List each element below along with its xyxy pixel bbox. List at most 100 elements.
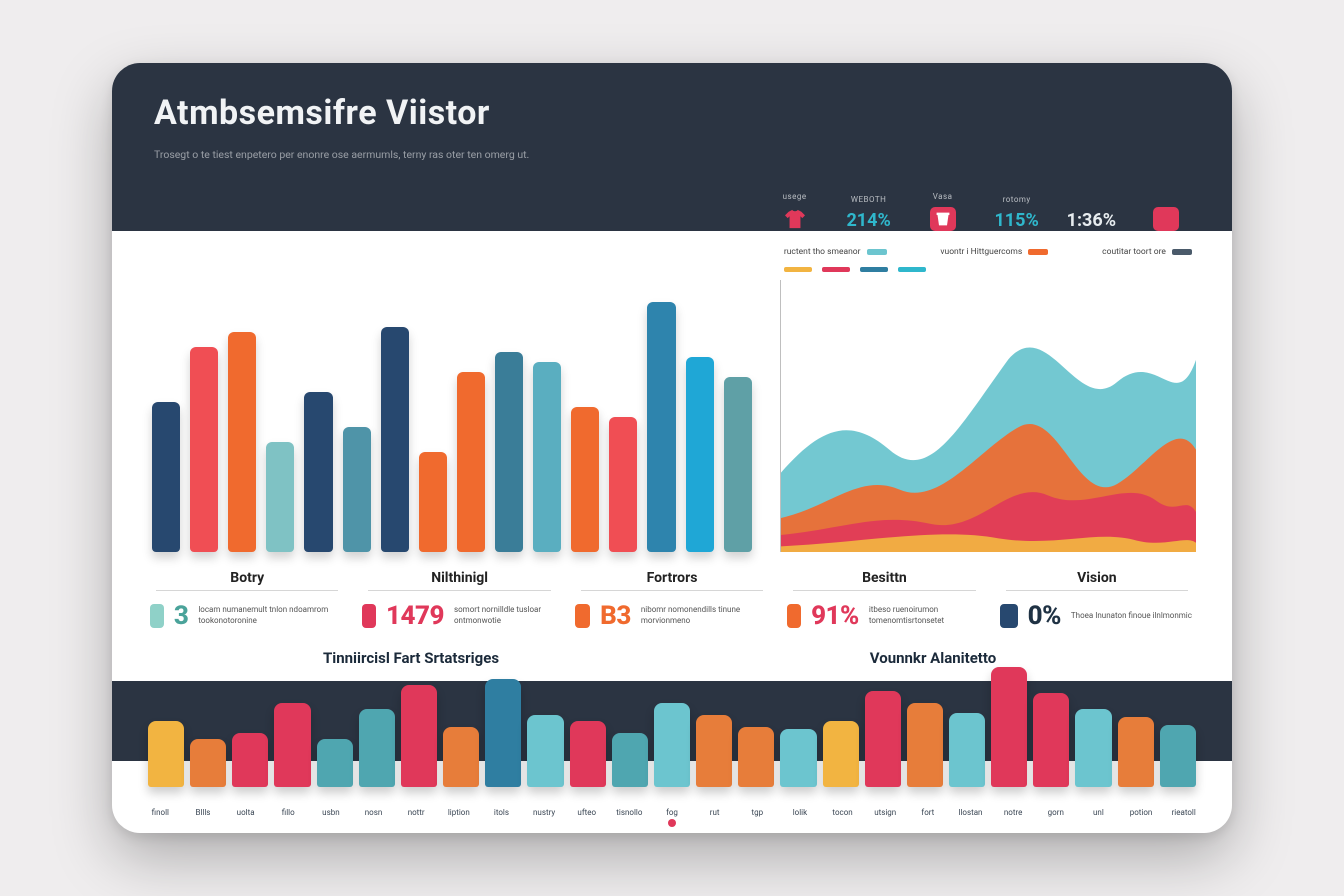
timeline-bar bbox=[148, 721, 184, 787]
timeline-label: rieatoll bbox=[1165, 808, 1202, 817]
timeline-bar bbox=[190, 739, 226, 787]
dashboard-card: Atmbsemsifre Viistor Trosegt o te tiest … bbox=[112, 63, 1232, 833]
metric-swatch-icon bbox=[575, 604, 590, 628]
section-titles: Tinniircisl Fart Srtatsriges Vounnkr Ala… bbox=[148, 631, 1196, 667]
timeline-label: usbn bbox=[313, 808, 350, 817]
timeline-label: utsign bbox=[867, 808, 904, 817]
timeline-bar bbox=[738, 727, 774, 787]
timeline-bar bbox=[232, 733, 268, 787]
timeline-bar bbox=[780, 729, 816, 787]
metric-desc: Thoea Inunaton finoue ilnlmonmic bbox=[1071, 611, 1192, 622]
section-title-right: Vounnkr Alanitetto bbox=[672, 649, 1194, 667]
shirt-icon bbox=[782, 207, 808, 231]
bar bbox=[457, 372, 485, 552]
metric-title: Fortrors bbox=[581, 570, 763, 591]
metric-title: Nilthinigl bbox=[368, 570, 550, 591]
timeline-label: fort bbox=[910, 808, 947, 817]
timeline-label: itols bbox=[483, 808, 520, 817]
metric-desc: locam numanemult tnlon ndoamrom tookonot… bbox=[198, 605, 344, 627]
metric-title: Besittn bbox=[793, 570, 975, 591]
timeline-bar bbox=[949, 713, 985, 787]
kpi-0: usege bbox=[771, 192, 819, 231]
wave-legend-item: coutitar toort ore bbox=[1102, 247, 1192, 257]
wave-legend-item: vuontr i Hittguercoms bbox=[940, 247, 1048, 257]
timeline-bar bbox=[359, 709, 395, 787]
timeline-bar bbox=[1160, 725, 1196, 787]
bar bbox=[495, 352, 523, 552]
legend-swatch bbox=[898, 267, 926, 272]
kpi-1: WEBOTH 214% bbox=[845, 195, 893, 231]
timeline-label: finoll bbox=[142, 808, 179, 817]
page-title: Atmbsemsifre Viistor bbox=[154, 93, 529, 133]
metric-card: Fortrors B3 nibomr nomonendills tinune m… bbox=[575, 570, 769, 631]
kpi-value: 214% bbox=[846, 210, 890, 231]
timeline-bar bbox=[443, 727, 479, 787]
timeline-label: tgp bbox=[739, 808, 776, 817]
timeline-label: nosn bbox=[355, 808, 392, 817]
metric-desc: somort nornilldle tusloar ontmonwotie bbox=[454, 605, 557, 627]
timeline-label: fog bbox=[654, 808, 691, 817]
timeline-bar bbox=[1033, 693, 1069, 787]
metric-swatch-icon bbox=[150, 604, 164, 628]
timeline-label: nottr bbox=[398, 808, 435, 817]
timeline-bar bbox=[401, 685, 437, 787]
timeline-bar bbox=[1118, 717, 1154, 787]
timeline-bar bbox=[527, 715, 563, 787]
legend-swatch bbox=[822, 267, 850, 272]
metric-value: 1479 bbox=[386, 601, 444, 631]
timeline-label: gorn bbox=[1037, 808, 1074, 817]
timeline-bar bbox=[1075, 709, 1111, 787]
timeline-label: nustry bbox=[526, 808, 563, 817]
footer-timeline: finollBlllsuoltafillousbnnosnnottrliptio… bbox=[112, 667, 1232, 833]
timeline-label: tisnollo bbox=[611, 808, 648, 817]
kpi-label: Vasa bbox=[933, 192, 953, 201]
bar bbox=[647, 302, 675, 552]
metric-desc: itbeso ruenoirumon tomenomtisrtonsetet bbox=[869, 605, 982, 627]
main-area: ructent tho smeanor vuontr i Hittguercom… bbox=[112, 231, 1232, 667]
kpi-strip: usegeWEBOTH214%Vasarotomy115%1:36% bbox=[771, 93, 1190, 231]
timeline-label: Bllls bbox=[185, 808, 222, 817]
timeline-bar bbox=[865, 691, 901, 787]
timeline-label: lolik bbox=[782, 808, 819, 817]
metric-title: Botry bbox=[156, 570, 338, 591]
bar bbox=[304, 392, 332, 552]
bar bbox=[533, 362, 561, 552]
bar bbox=[152, 402, 180, 552]
kpi-label: WEBOTH bbox=[851, 195, 887, 204]
bar bbox=[190, 347, 218, 552]
bar bbox=[686, 357, 714, 552]
bar bbox=[609, 417, 637, 552]
metric-value: 0% bbox=[1028, 601, 1061, 631]
kpi-2: Vasa bbox=[919, 192, 967, 231]
timeline-bar bbox=[317, 739, 353, 787]
kpi-value: 1:36% bbox=[1067, 210, 1116, 231]
metric-card: Besittn 91% itbeso ruenoirumon tomenomti… bbox=[787, 570, 981, 631]
bucket-icon bbox=[930, 207, 956, 231]
metric-swatch-icon bbox=[1000, 604, 1018, 628]
metric-value: 91% bbox=[811, 601, 859, 631]
bar bbox=[419, 452, 447, 552]
bar bbox=[228, 332, 256, 552]
timeline-label: llostan bbox=[952, 808, 989, 817]
metric-card: Nilthinigl 1479 somort nornilldle tusloa… bbox=[362, 570, 556, 631]
timeline-label: liption bbox=[440, 808, 477, 817]
kpi-4: 1:36% bbox=[1067, 204, 1116, 231]
metric-desc: nibomr nomonendills tinune morvionmeno bbox=[641, 605, 769, 627]
timeline-marker-icon bbox=[668, 819, 676, 827]
legend-swatch bbox=[860, 267, 888, 272]
area-chart: ructent tho smeanor vuontr i Hittguercom… bbox=[780, 247, 1196, 552]
timeline-bar bbox=[570, 721, 606, 787]
timeline-label: notre bbox=[995, 808, 1032, 817]
bar bbox=[571, 407, 599, 552]
timeline-label: rut bbox=[696, 808, 733, 817]
timeline-bar bbox=[823, 721, 859, 787]
legend-swatch bbox=[784, 267, 812, 272]
bar-chart bbox=[148, 247, 756, 552]
kpi-label: usege bbox=[783, 192, 807, 201]
kpi-label: rotomy bbox=[1003, 195, 1031, 204]
timeline-bar bbox=[907, 703, 943, 787]
timeline-label: tocon bbox=[824, 808, 861, 817]
page-subtitle: Trosegt o te tiest enpetero per enonre o… bbox=[154, 147, 529, 163]
timeline-label: ufteo bbox=[568, 808, 605, 817]
timeline-bar bbox=[485, 679, 521, 787]
